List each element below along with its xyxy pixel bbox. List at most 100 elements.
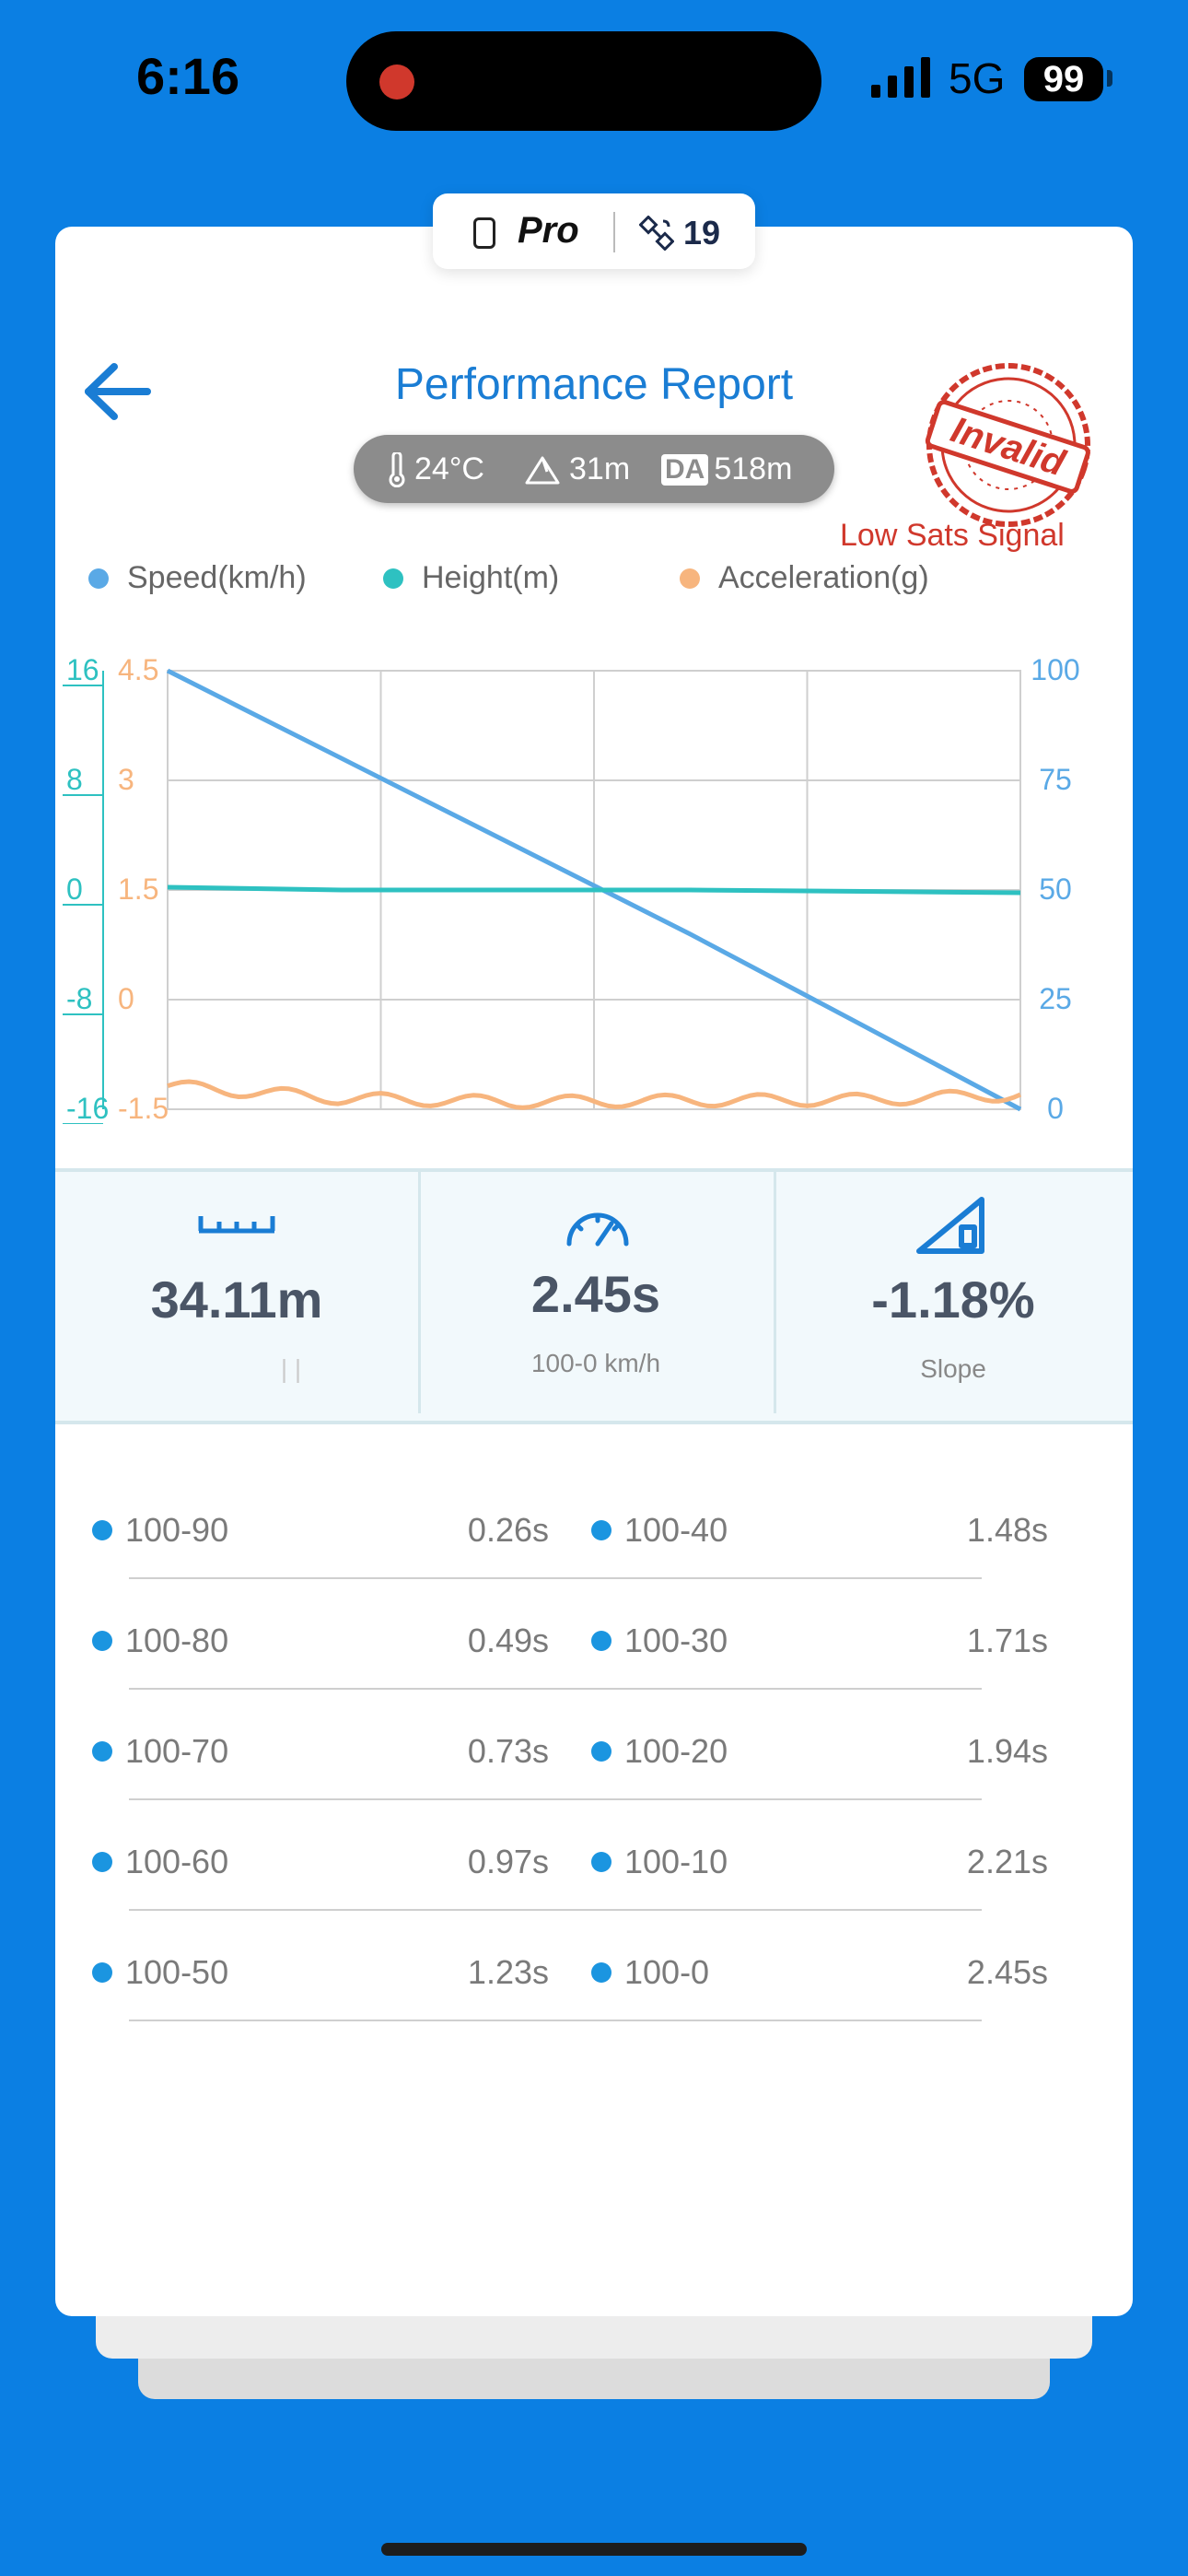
split-time: 2.21s — [966, 1843, 1048, 1880]
height-tick-label: -8 — [66, 982, 92, 1015]
density-altitude-label: DA — [661, 453, 709, 486]
legend-height-label: Height(m) — [422, 560, 560, 595]
satellite-count: 19 — [683, 214, 721, 252]
acceleration-tick-label: 4.5 — [118, 653, 158, 686]
height-tick-label: 16 — [66, 653, 99, 686]
device-icon — [473, 217, 495, 249]
split-row-divider — [129, 1688, 982, 1690]
speed-tick-label: 100 — [1031, 653, 1079, 686]
split-bullet — [92, 1631, 112, 1651]
temperature: 24°C — [414, 451, 484, 486]
speed-tick-label: 0 — [1047, 1092, 1064, 1124]
split-label: 100-30 — [624, 1622, 728, 1659]
split-label: 100-60 — [125, 1843, 229, 1880]
acceleration-tick-label: 1.5 — [118, 872, 158, 906]
speed-tick-label: 50 — [1039, 872, 1072, 906]
altitude: 31m — [569, 451, 631, 486]
speed-tick-label: 75 — [1039, 763, 1072, 796]
page-title: Performance Report — [394, 360, 794, 409]
legend-speed-label: Speed(km/h) — [127, 560, 307, 595]
split-time: 1.94s — [966, 1732, 1048, 1770]
height-tick-label: 8 — [66, 763, 83, 796]
split-bullet — [591, 1741, 611, 1762]
split-time: 1.23s — [467, 1953, 549, 1991]
legend-speed: Speed(km/h) — [88, 560, 307, 596]
speedometer-icon — [566, 1212, 629, 1247]
legend-acceleration: Acceleration(g) — [680, 560, 929, 596]
cellular-signal-icon — [871, 57, 930, 98]
speed-tick-label: 25 — [1039, 982, 1072, 1015]
slope-label: Slope — [920, 1354, 986, 1383]
distance-value: 34.11m — [150, 1270, 323, 1329]
split-time: 0.26s — [467, 1511, 549, 1549]
metrics-panel — [55, 1168, 1133, 1424]
invalid-stamp: Invalid — [925, 363, 1090, 527]
split-time: 0.73s — [467, 1732, 549, 1770]
duration-value: 2.45s — [530, 1265, 661, 1323]
low-sats-warning: Low Sats Signal — [840, 518, 1065, 553]
status-time: 6:16 — [136, 47, 240, 105]
split-label: 100-40 — [624, 1511, 728, 1549]
satellite-icon — [639, 216, 674, 251]
back-arrow-icon[interactable] — [81, 359, 155, 424]
battery-level: 99 — [1042, 59, 1085, 100]
device-model: Pro — [518, 210, 579, 251]
acceleration-tick-label: 3 — [118, 763, 134, 796]
split-row-divider — [129, 1798, 982, 1800]
split-row-divider — [129, 1909, 982, 1911]
distance-sub: | | — [280, 1354, 302, 1383]
legend-height-swatch — [383, 568, 403, 589]
split-time: 1.48s — [966, 1511, 1048, 1549]
height-tick-label: 0 — [66, 872, 83, 906]
legend-acceleration-swatch — [680, 568, 700, 589]
split-bullet — [92, 1962, 112, 1983]
dynamic-island — [346, 31, 821, 131]
split-label: 100-80 — [125, 1622, 229, 1659]
battery-nub — [1107, 70, 1112, 87]
split-time: 0.49s — [467, 1622, 549, 1659]
legend-height: Height(m) — [383, 560, 559, 596]
split-label: 100-50 — [125, 1953, 229, 1991]
series-line-acceleration — [167, 1079, 1021, 1110]
split-label: 100-10 — [624, 1843, 728, 1880]
mountain-icon — [525, 456, 560, 484]
split-bullet — [92, 1741, 112, 1762]
legend-speed-swatch — [88, 568, 109, 589]
split-bullet — [92, 1852, 112, 1872]
density-altitude: 518m — [714, 451, 793, 486]
split-time: 1.71s — [966, 1622, 1048, 1659]
split-bullet — [92, 1520, 112, 1540]
split-bullet — [591, 1852, 611, 1872]
split-label: 100-70 — [125, 1732, 229, 1770]
battery-icon: 99 — [1024, 57, 1103, 101]
acceleration-tick-label: -1.5 — [118, 1092, 169, 1124]
split-row-divider — [129, 2020, 982, 2021]
metric-divider — [774, 1172, 776, 1413]
split-time: 2.45s — [966, 1953, 1048, 1991]
split-bullet — [591, 1631, 611, 1651]
split-time: 0.97s — [467, 1843, 549, 1880]
split-row-divider — [129, 1577, 982, 1579]
split-label: 100-90 — [125, 1511, 229, 1549]
legend-acceleration-label: Acceleration(g) — [718, 560, 929, 595]
height-tick-label: -16 — [66, 1092, 109, 1124]
split-bullet — [591, 1520, 611, 1540]
conditions-pill: 24°C 31m DA 518m — [354, 435, 834, 503]
network-type: 5G — [949, 54, 1006, 102]
metric-divider — [418, 1172, 421, 1413]
split-bullet — [591, 1962, 611, 1983]
slope-icon — [916, 1197, 984, 1254]
home-indicator[interactable] — [381, 2543, 807, 2556]
acceleration-tick-label: 0 — [118, 982, 134, 1015]
device-badge — [433, 193, 755, 269]
duration-sub: 100-0 km/h — [530, 1349, 661, 1377]
thermometer-icon — [389, 451, 405, 487]
performance-chart: 16 4.5 100 8 3 75 0 1.5 50 -8 0 25 -16 -1.5 0 — [63, 653, 1080, 1124]
series-line-height — [167, 884, 1021, 896]
slope-value: -1.18% — [871, 1270, 1035, 1329]
split-label: 100-0 — [624, 1953, 710, 1991]
recording-indicator — [379, 64, 414, 100]
badge-divider — [613, 212, 615, 252]
split-label: 100-20 — [624, 1732, 728, 1770]
ruler-icon — [198, 1216, 275, 1234]
